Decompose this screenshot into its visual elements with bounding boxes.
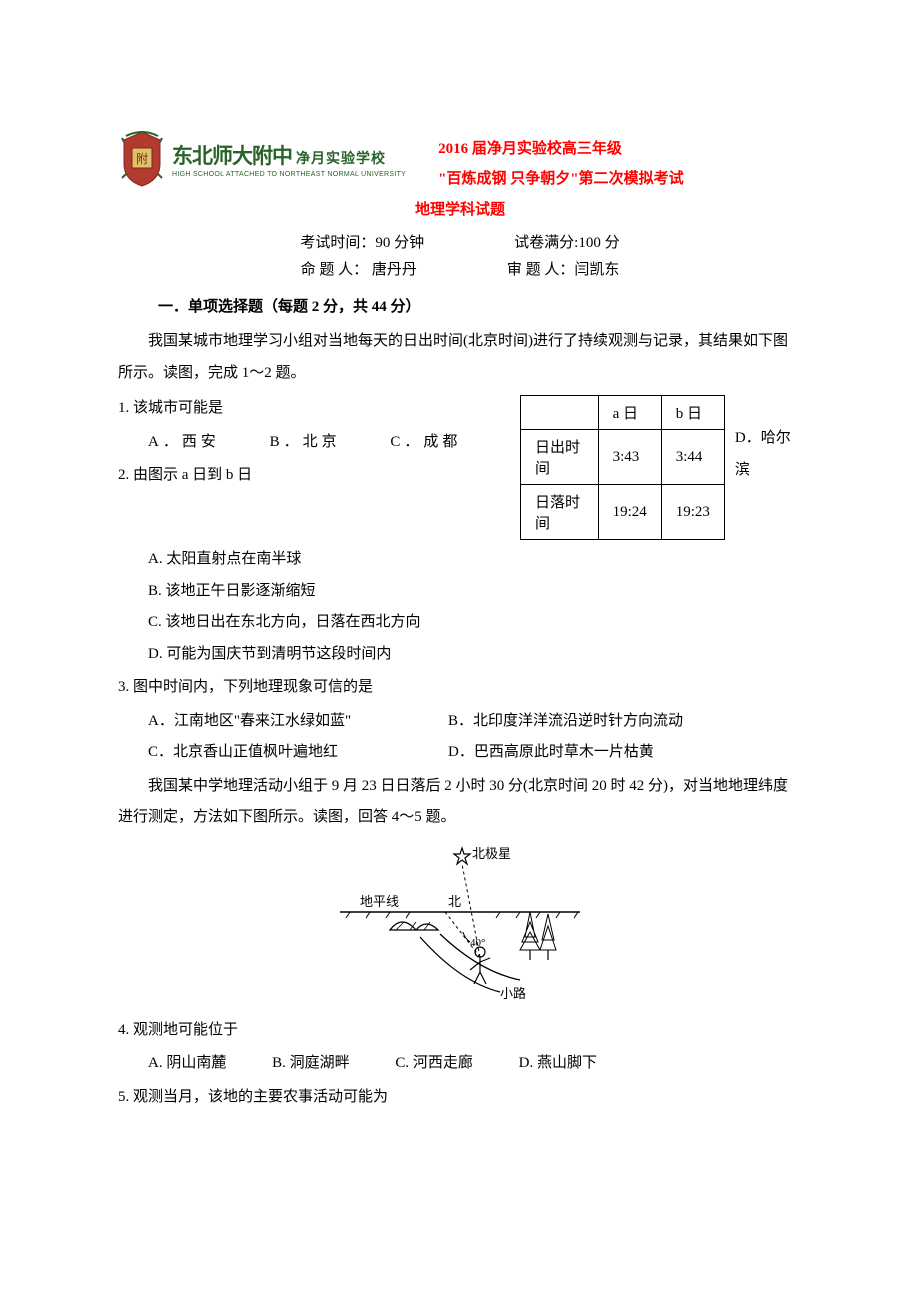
q3-opt-d: D．巴西高原此时草木一片枯黄 — [448, 737, 748, 769]
q3-opt-c: C．北京香山正值枫叶遍地红 — [148, 737, 448, 769]
q3-opt-b: B．北印度洋洋流沿逆时针方向流动 — [448, 706, 748, 738]
q4-options: A. 阴山南麓 B. 洞庭湖畔 C. 河西走廊 D. 燕山脚下 — [148, 1048, 802, 1080]
exam-score: 试卷满分:100 分 — [514, 231, 619, 252]
svg-text:附: 附 — [136, 152, 148, 166]
intro-2: 我国某中学地理活动小组于 9 月 23 日日落后 2 小时 30 分(北京时间 … — [118, 771, 802, 834]
tbl-r1-b: 3:44 — [661, 430, 724, 485]
section-1-title: 一．单项选择题（每题 2 分，共 44 分） — [158, 295, 802, 316]
intro-1: 我国某城市地理学习小组对当地每天的日出时间(北京时间)进行了持续观测与记录，其结… — [118, 326, 802, 389]
q2-opt-d: D. 可能为国庆节到清明节这段时间内 — [148, 639, 802, 671]
tbl-h-a: a 日 — [598, 396, 661, 430]
q5-stem: 5. 观测当月，该地的主要农事活动可能为 — [118, 1082, 802, 1114]
meta-row-2: 命 题 人： 唐丹丹 审 题 人：闫凯东 — [118, 258, 802, 279]
q3-options: A．江南地区"春来江水绿如蓝" B．北印度洋洋流沿逆时针方向流动 C．北京香山正… — [148, 706, 802, 769]
header-row: 附 东北师大附中 净月实验学校 HIGH SCHOOL ATTACHED TO … — [118, 130, 802, 194]
q1-opt-d: D．哈尔滨 — [725, 391, 802, 486]
logo-cn-sub: 净月实验学校 — [296, 148, 386, 168]
tbl-h-b: b 日 — [661, 396, 724, 430]
q3-stem: 3. 图中时间内，下列地理现象可信的是 — [118, 672, 802, 704]
q1-stem: 1. 该城市可能是 — [118, 393, 508, 425]
exam-time: 考试时间：90 分钟 — [300, 231, 424, 252]
exam-reviewer: 审 题 人：闫凯东 — [507, 258, 620, 279]
school-logo-block: 附 东北师大附中 净月实验学校 HIGH SCHOOL ATTACHED TO … — [118, 130, 406, 188]
q1-opt-c: C．成都 — [390, 427, 461, 459]
tbl-r2-label: 日落时间 — [521, 485, 599, 540]
q2-options: A. 太阳直射点在南半球 B. 该地正午日影逐渐缩短 C. 该地日出在东北方向，… — [148, 544, 802, 670]
fig-horizon-label: 地平线 — [360, 894, 399, 909]
tbl-r1-label: 日出时间 — [521, 430, 599, 485]
title-line-1: 2016 届净月实验校高三年级 — [438, 134, 802, 164]
fig-star-label: 北极星 — [472, 846, 511, 861]
tbl-r1-a: 3:43 — [598, 430, 661, 485]
tbl-h-blank — [521, 396, 599, 430]
title-line-2: "百炼成钢 只争朝夕"第二次模拟考试 — [438, 164, 802, 194]
logo-text-block: 东北师大附中 净月实验学校 HIGH SCHOOL ATTACHED TO NO… — [172, 140, 406, 178]
fig-road-label: 小路 — [500, 986, 526, 1001]
exam-author: 命 题 人： 唐丹丹 — [301, 258, 417, 279]
subject-line: 地理学科试题 — [118, 198, 802, 219]
q4-stem: 4. 观测地可能位于 — [118, 1015, 802, 1047]
q2-opt-b: B. 该地正午日影逐渐缩短 — [148, 576, 802, 608]
q3-opt-a: A．江南地区"春来江水绿如蓝" — [148, 706, 448, 738]
q1-q2-block: 1. 该城市可能是 A．西安 B．北京 C．成都 2. 由图示 a 日到 b 日… — [118, 391, 802, 544]
tbl-r2-a: 19:24 — [598, 485, 661, 540]
meta-row-1: 考试时间：90 分钟 试卷满分:100 分 — [118, 231, 802, 252]
polaris-diagram-icon: 北极星 地平线 北 40° — [330, 842, 590, 1002]
exam-page: 附 东北师大附中 净月实验学校 HIGH SCHOOL ATTACHED TO … — [0, 0, 920, 1155]
logo-cn-main: 东北师大附中 — [172, 140, 292, 170]
logo-en: HIGH SCHOOL ATTACHED TO NORTHEAST NORMAL… — [172, 171, 406, 178]
figure-polaris: 北极星 地平线 北 40° — [118, 842, 802, 1007]
q1-opt-b: B．北京 — [270, 427, 341, 459]
q1-options: A．西安 B．北京 C．成都 — [148, 427, 508, 459]
title-block: 2016 届净月实验校高三年级 "百炼成钢 只争朝夕"第二次模拟考试 — [418, 130, 802, 194]
q1-opt-a: A．西安 — [148, 427, 220, 459]
school-crest-icon: 附 — [118, 130, 166, 188]
q4-opt-c: C. 河西走廊 — [395, 1048, 473, 1080]
q4-opt-a: A. 阴山南麓 — [148, 1048, 226, 1080]
sunrise-table: a 日 b 日 日出时间 3:43 3:44 日落时间 19:24 19:23 — [520, 395, 725, 540]
q4-opt-d: D. 燕山脚下 — [519, 1048, 597, 1080]
q2-opt-c: C. 该地日出在东北方向，日落在西北方向 — [148, 607, 802, 639]
q2-stem: 2. 由图示 a 日到 b 日 — [118, 460, 508, 492]
q2-opt-a: A. 太阳直射点在南半球 — [148, 544, 802, 576]
q4-opt-b: B. 洞庭湖畔 — [272, 1048, 350, 1080]
fig-north-label: 北 — [448, 894, 461, 909]
tbl-r2-b: 19:23 — [661, 485, 724, 540]
